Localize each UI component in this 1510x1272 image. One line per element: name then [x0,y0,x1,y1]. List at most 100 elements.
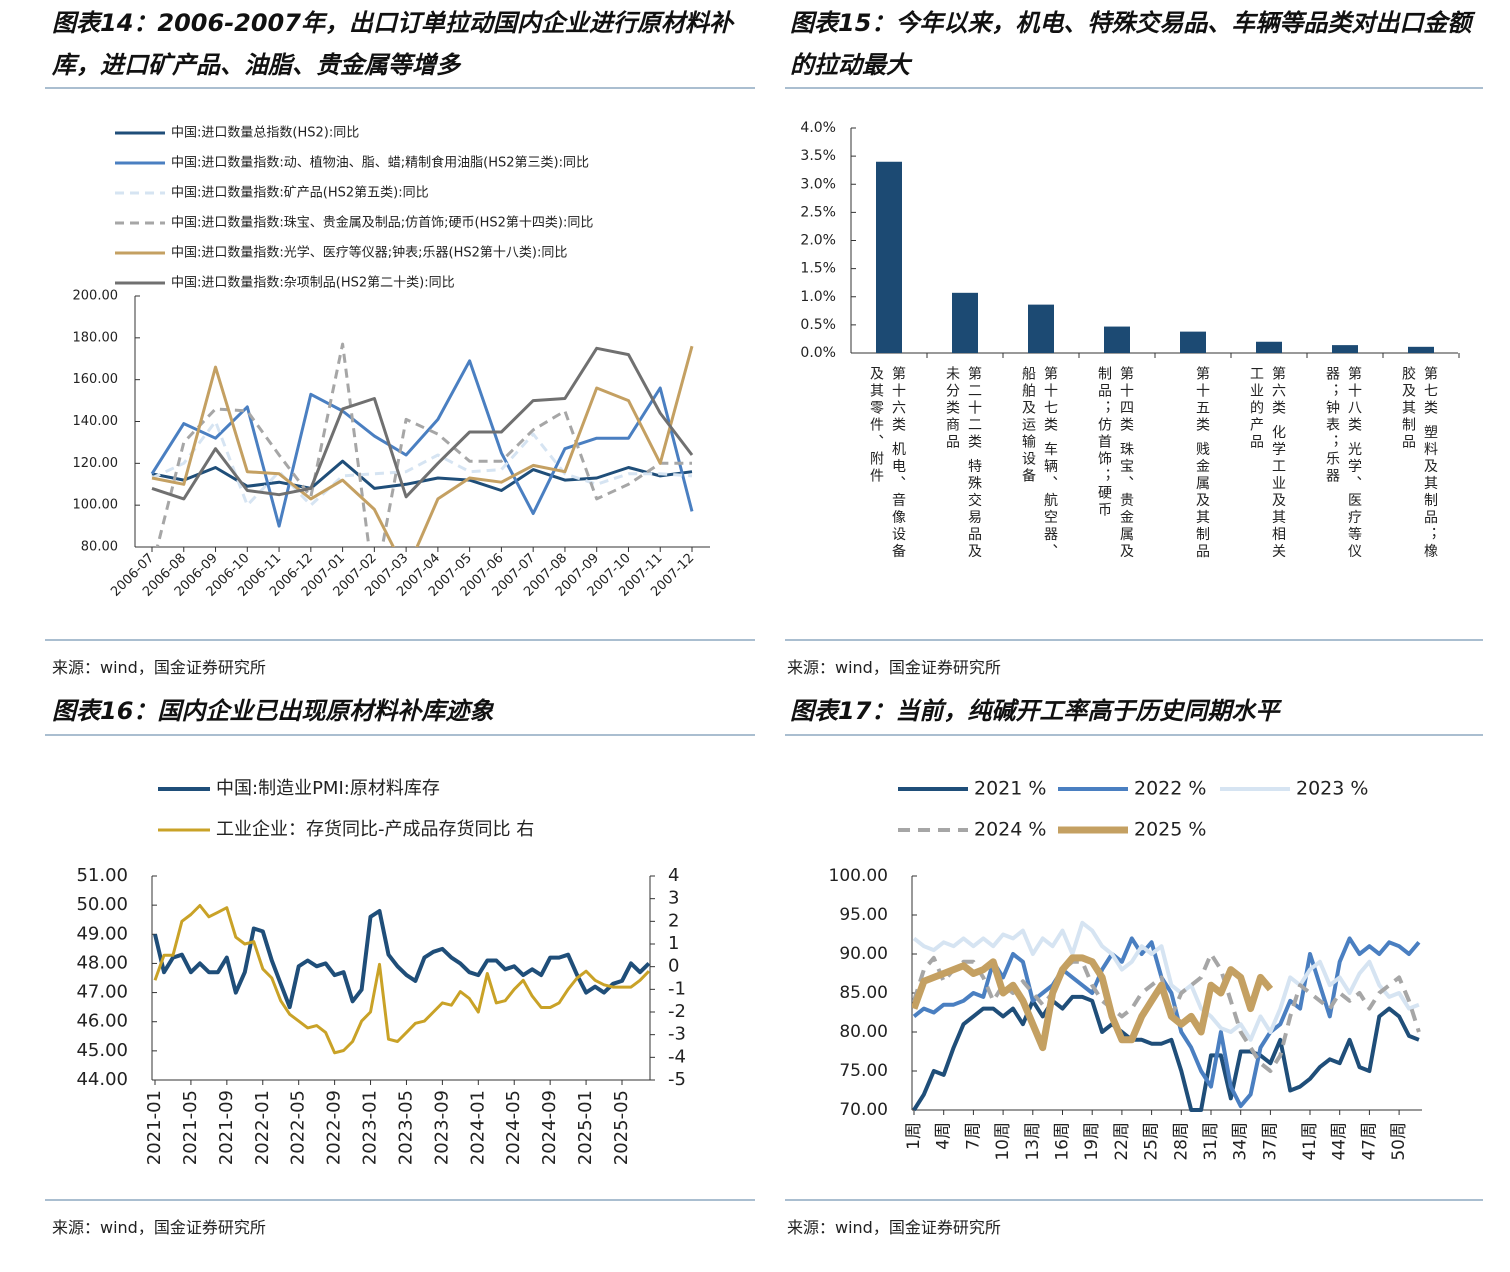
x-tick-label: 2023-01 [360,1090,381,1165]
lines [150,342,694,547]
x-tick-label: 16周 [1053,1122,1073,1161]
x-tick-label: 2022-05 [288,1090,309,1165]
x-tick-label: 2025-01 [575,1090,596,1165]
series-line [912,920,1420,1042]
legend-label: 中国:进口数量指数:动、植物油、脂、蜡;精制食用油脂(HS2第三类):同比 [171,155,589,171]
title: 图表14：2006-2007年，出口订单拉动国内企业进行原材料补库，进口矿产品、… [52,9,733,79]
bar [1408,346,1434,353]
x-tick-label: 2021-09 [216,1090,237,1165]
y-tick-label: 100.00 [829,866,888,886]
series-line [153,904,650,1055]
title: 图表16：国内企业已出现原材料补库迹象 [52,697,494,725]
x-tick-label: 2022-01 [252,1090,273,1165]
legend-label: 中国:进口数量总指数(HS2):同比 [171,126,359,141]
separators [45,87,1483,1201]
x-tick-label: 2022-09 [324,1090,345,1165]
legend-label: 2025 % [1134,819,1206,841]
y-tick-label: 95.00 [839,905,888,925]
y-tick-label: 44.00 [76,1069,128,1090]
bar [1028,304,1054,353]
bar [1104,326,1130,353]
x-tick-label: 13周 [1023,1122,1043,1161]
y-tick-label: 160.00 [73,372,119,387]
y-tick-label: -5 [668,1069,686,1090]
series-line [151,420,693,507]
x-tick-label: 7周 [963,1122,983,1150]
legend-label: 2024 % [974,819,1046,841]
x-tick-label: 1周 [904,1122,924,1150]
y-tick-label: 4.0% [800,120,836,136]
x-tick-label: 50周 [1389,1122,1409,1161]
x-tick-label: 第十四类 珠宝、贵金属及制品；仿首饰；硬币 [1096,366,1134,561]
x-tick-label: 25周 [1142,1122,1162,1161]
series-line [150,359,694,528]
y-tick-label: 51.00 [76,865,128,886]
legend-label: 中国:进口数量指数:光学、医疗等仪器;钟表;乐器(HS2第十八类):同比 [171,245,567,261]
source: 来源：wind，国金证券研究所 [52,1218,266,1237]
legend-label: 工业企业：存货同比-产成品存货同比 右 [216,819,534,840]
x-tick-label: 第二十二类 特殊交易品及未分类商品 [944,366,982,561]
legend-label: 2021 % [974,778,1046,800]
series-line [912,994,1420,1112]
y-tick-label: 1 [668,933,679,954]
y-tick-label: 100.00 [73,498,119,513]
legend-label: 2023 % [1296,778,1368,800]
y-tick-label: 2.5% [800,204,836,220]
y-tick-label: 85.00 [839,983,888,1003]
legend-label: 中国:进口数量指数:珠宝、贵金属及制品;仿首饰;硬币(HS2第十四类):同比 [171,215,593,231]
bar [1180,331,1206,353]
x-tick-label: 2023-05 [395,1090,416,1165]
x-tick-label: 41周 [1300,1122,1320,1161]
y-tick-label: -3 [668,1024,686,1045]
x-tick-label: 第十七类 车辆、航空器、船舶及运输设备 [1020,366,1058,561]
y-tick-label: 48.00 [76,952,128,973]
y-tick-label: 3.0% [800,176,836,192]
y-tick-label: 80.00 [81,540,118,555]
y-tick-label: 200.00 [73,289,119,304]
y-tick-label: 49.00 [76,923,128,944]
y-tick-label: 1.5% [800,261,836,277]
lines [912,920,1421,1112]
y-tick-label: 140.00 [73,414,119,429]
bar [876,161,902,353]
x-tick-label: 47周 [1359,1122,1379,1161]
x-tick-label: 44周 [1330,1122,1350,1161]
x-tick-label: 2023-09 [431,1090,452,1165]
y-tick-label: 50.00 [76,894,128,915]
x-tick-label: 2024-09 [539,1090,560,1165]
x-tick-label: 2021-05 [180,1090,201,1165]
series-line [151,345,694,547]
bar [952,292,978,353]
x-tick-label: 2025-05 [611,1090,632,1165]
lines [153,904,650,1055]
legend-label: 中国:制造业PMI:原材料库存 [216,778,440,799]
y-tick-label: 45.00 [76,1040,128,1061]
x-tick-label: 第十八类 光学、医疗等仪器；钟表；乐器 [1324,366,1362,561]
y-tick-label: -4 [668,1046,686,1067]
x-tick-label: 34周 [1231,1122,1251,1161]
legend-label: 中国:进口数量指数:杂项制品(HS2第二十类):同比 [171,276,455,291]
y-tick-label: -2 [668,1001,686,1022]
y-tick-label: 1.0% [800,289,836,305]
bar [1332,345,1358,353]
y-tick-label: 46.00 [76,1011,128,1032]
y-tick-label: -1 [668,978,686,999]
y-tick-label: 90.00 [839,944,888,964]
source: 来源：wind，国金证券研究所 [52,658,266,677]
x-tick-label: 22周 [1112,1122,1132,1161]
bar [1256,341,1282,353]
legend-label: 中国:进口数量指数:矿产品(HS2第五类):同比 [171,186,429,201]
x-tick-label: 28周 [1171,1122,1191,1161]
x-tick-label: 第七类 塑料及其制品；橡胶及其制品 [1400,366,1438,561]
y-tick-label: 80.00 [839,1022,888,1042]
y-tick-label: 2 [668,910,679,931]
x-tick-label: 19周 [1082,1122,1102,1161]
y-tick-label: 0.5% [800,317,836,333]
x-tick-label: 第十五类 贱金属及其制品 [1194,366,1210,561]
y-tick-label: 70.00 [839,1100,888,1120]
y-tick-label: 2.0% [800,233,836,249]
source: 来源：wind，国金证券研究所 [787,658,1001,677]
x-tick-label: 10周 [993,1122,1013,1161]
